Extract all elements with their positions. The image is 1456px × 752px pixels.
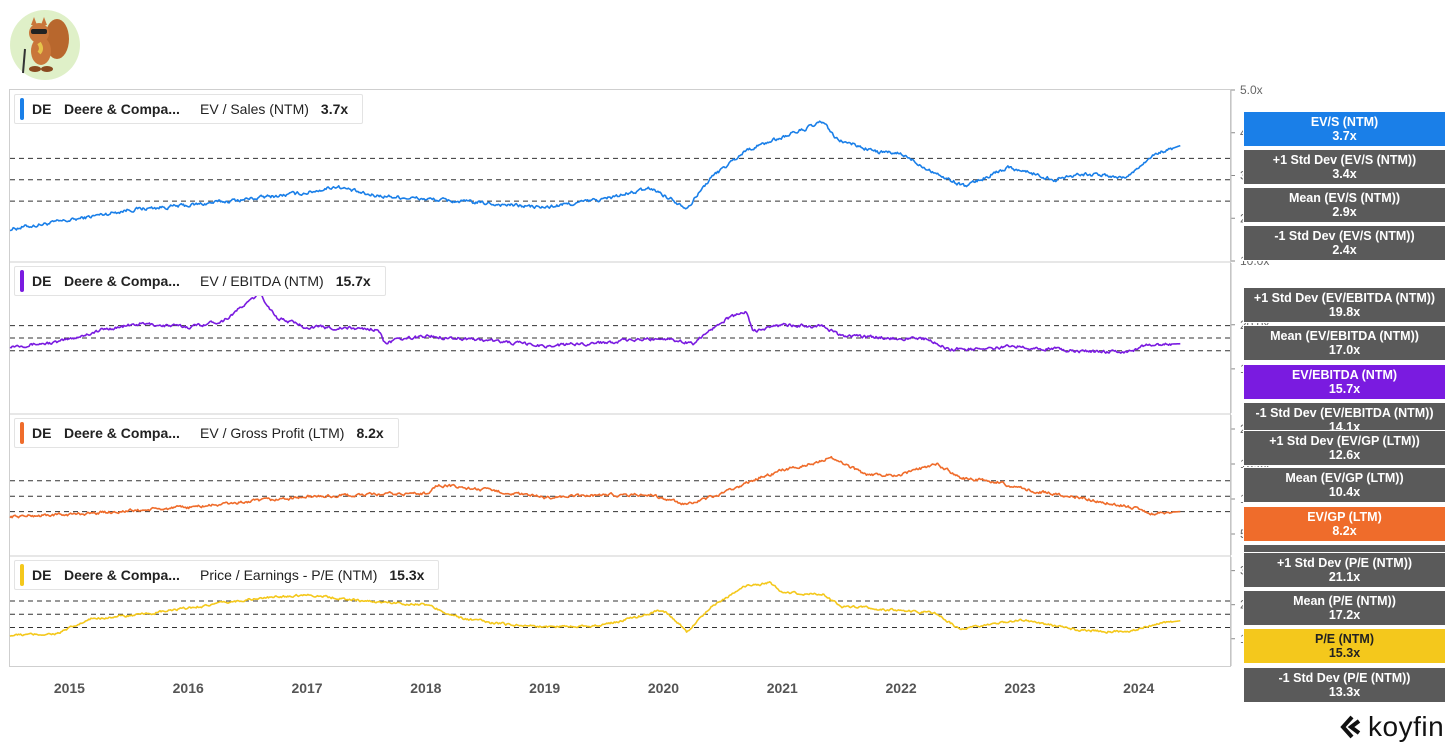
tag-label: Mean (EV/EBITDA (NTM)) <box>1270 329 1419 343</box>
koyfin-chevron-icon <box>1340 715 1361 739</box>
x-tick-label: 2018 <box>410 680 441 696</box>
series-line <box>9 120 1181 232</box>
x-tick-label: 2019 <box>529 680 560 696</box>
x-tick-label: 2021 <box>767 680 798 696</box>
tag-value: 10.4x <box>1328 485 1361 499</box>
legend-swatch <box>20 270 24 292</box>
series-line <box>9 581 1181 638</box>
std-dev-tag: -1 Std Dev (P/E (NTM)) 13.3x <box>1243 667 1446 703</box>
tag-value: 15.7x <box>1328 382 1361 396</box>
tag-label: +1 Std Dev (EV/EBITDA (NTM)) <box>1253 291 1436 305</box>
series-legend[interactable]: DE Deere & Compa... EV / Sales (NTM) 3.7x <box>14 94 364 124</box>
legend-metric: EV / Sales (NTM) <box>200 101 309 117</box>
tag-value: 2.9x <box>1332 205 1357 219</box>
x-tick-label: 2016 <box>173 680 204 696</box>
current-value-tag: EV/S (NTM) 3.7x <box>1243 111 1446 147</box>
legend-ticker: DE <box>32 567 52 583</box>
tag-label: EV/GP (LTM) <box>1307 510 1382 524</box>
tag-value: 17.2x <box>1328 608 1361 622</box>
x-tick-label: 2024 <box>1123 680 1154 696</box>
tag-value: 13.3x <box>1328 685 1361 699</box>
tag-label: Mean (P/E (NTM)) <box>1293 594 1396 608</box>
std-dev-tag: +1 Std Dev (EV/S (NTM)) 3.4x <box>1243 149 1446 185</box>
legend-value: 15.3x <box>389 567 425 583</box>
legend-metric: Price / Earnings - P/E (NTM) <box>200 567 378 583</box>
tag-label: EV/S (NTM) <box>1310 115 1379 129</box>
current-value-tag: EV/EBITDA (NTM) 15.7x <box>1243 364 1446 400</box>
current-value-tag: P/E (NTM) 15.3x <box>1243 628 1446 664</box>
std-dev-tag: +1 Std Dev (EV/GP (LTM)) 12.6x <box>1243 430 1446 466</box>
std-dev-tag: Mean (EV/EBITDA (NTM)) 17.0x <box>1243 325 1446 361</box>
tag-value: 3.4x <box>1332 167 1357 181</box>
legend-company: Deere & Compa... <box>64 273 180 289</box>
legend-metric: EV / Gross Profit (LTM) <box>200 425 345 441</box>
legend-ticker: DE <box>32 273 52 289</box>
legend-company: Deere & Compa... <box>64 101 180 117</box>
legend-swatch <box>20 564 24 586</box>
x-tick-label: 2015 <box>54 680 85 696</box>
tag-label: -1 Std Dev (EV/S (NTM)) <box>1274 229 1415 243</box>
y-tick-label: 5.0x <box>1240 83 1263 97</box>
brand-name: koyfin <box>1368 711 1445 742</box>
tag-value: 8.2x <box>1332 524 1357 538</box>
tag-label: P/E (NTM) <box>1314 632 1375 646</box>
std-dev-tag: -1 Std Dev (EV/S (NTM)) 2.4x <box>1243 225 1446 261</box>
legend-value: 3.7x <box>320 101 349 117</box>
std-dev-tag: Mean (EV/GP (LTM)) 10.4x <box>1243 467 1446 503</box>
x-tick-label: 2020 <box>648 680 679 696</box>
legend-metric: EV / EBITDA (NTM) <box>200 273 324 289</box>
tag-label: -1 Std Dev (EV/EBITDA (NTM)) <box>1255 406 1434 420</box>
tag-value: 17.0x <box>1328 343 1361 357</box>
legend-ticker: DE <box>32 101 52 117</box>
series-line <box>9 455 1181 519</box>
legend-company: Deere & Compa... <box>64 567 180 583</box>
legend-ticker: DE <box>32 425 52 441</box>
tag-label: Mean (EV/GP (LTM)) <box>1285 471 1404 485</box>
tag-value: 21.1x <box>1328 570 1361 584</box>
tag-label: -1 Std Dev (P/E (NTM)) <box>1278 671 1411 685</box>
x-tick-label: 2023 <box>1004 680 1035 696</box>
series-legend[interactable]: DE Deere & Compa... Price / Earnings - P/E… <box>14 560 440 590</box>
tag-label: EV/EBITDA (NTM) <box>1291 368 1398 382</box>
tag-label: +1 Std Dev (P/E (NTM)) <box>1276 556 1413 570</box>
tag-label: Mean (EV/S (NTM)) <box>1288 191 1401 205</box>
tag-label: +1 Std Dev (EV/S (NTM)) <box>1272 153 1417 167</box>
legend-swatch <box>20 422 24 444</box>
tag-value: 15.3x <box>1328 646 1361 660</box>
std-dev-tag: +1 Std Dev (EV/EBITDA (NTM)) 19.8x <box>1243 287 1446 323</box>
squirrel-mascot-icon <box>10 10 80 80</box>
tag-value: 19.8x <box>1328 305 1361 319</box>
std-dev-tag: Mean (EV/S (NTM)) 2.9x <box>1243 187 1446 223</box>
tag-value: 2.4x <box>1332 243 1357 257</box>
series-legend[interactable]: DE Deere & Compa... EV / Gross Profit (LTM… <box>14 418 399 448</box>
std-dev-tag: +1 Std Dev (P/E (NTM)) 21.1x <box>1243 552 1446 588</box>
legend-value: 8.2x <box>356 425 384 441</box>
tag-label: +1 Std Dev (EV/GP (LTM)) <box>1269 434 1420 448</box>
current-value-tag: EV/GP (LTM) 8.2x <box>1243 506 1446 542</box>
x-tick-label: 2022 <box>886 680 917 696</box>
series-line <box>9 292 1181 354</box>
tag-value: 12.6x <box>1328 448 1361 462</box>
legend-company: Deere & Compa... <box>64 425 180 441</box>
legend-value: 15.7x <box>335 273 371 289</box>
tag-value: 3.7x <box>1332 129 1357 143</box>
koyfin-brand: koyfin <box>1338 711 1445 742</box>
x-tick-label: 2017 <box>291 680 322 696</box>
legend-swatch <box>20 98 24 120</box>
std-dev-tag: Mean (P/E (NTM)) 17.2x <box>1243 590 1446 626</box>
series-legend[interactable]: DE Deere & Compa... EV / EBITDA (NTM) 15.7x <box>14 266 386 296</box>
